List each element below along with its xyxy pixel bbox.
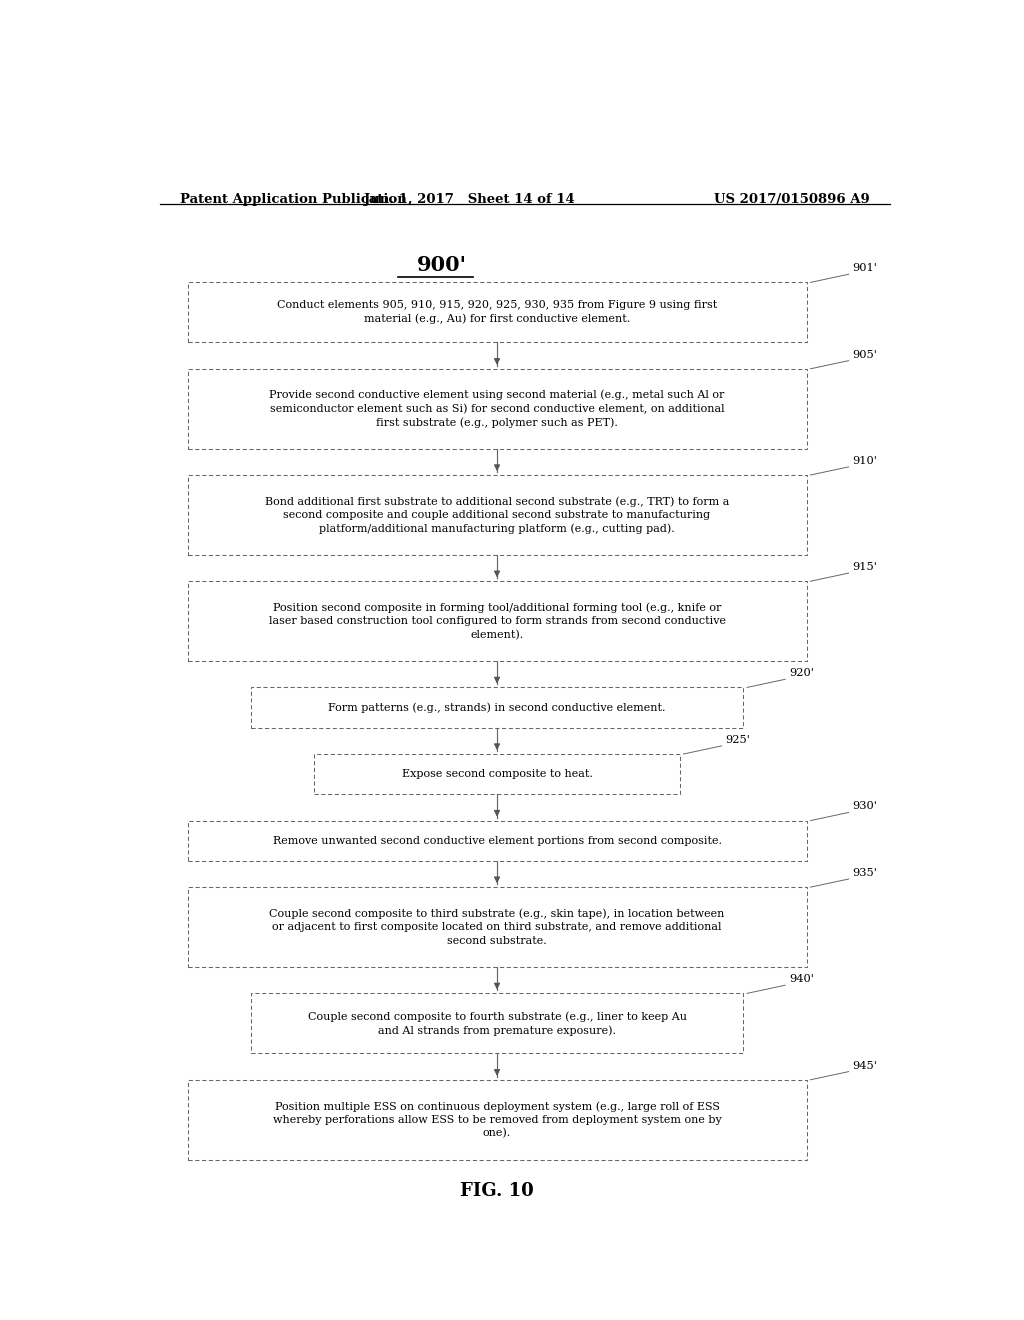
Text: Bond additional first substrate to additional second substrate (e.g., TRT) to fo: Bond additional first substrate to addit… xyxy=(265,496,729,533)
Text: 945': 945' xyxy=(853,1060,878,1071)
Text: 920': 920' xyxy=(790,668,814,678)
Text: Form patterns (e.g., strands) in second conductive element.: Form patterns (e.g., strands) in second … xyxy=(329,702,666,713)
Text: US 2017/0150896 A9: US 2017/0150896 A9 xyxy=(715,193,870,206)
FancyBboxPatch shape xyxy=(187,282,807,342)
Text: Position second composite in forming tool/additional forming tool (e.g., knife o: Position second composite in forming too… xyxy=(268,602,726,640)
Text: 925': 925' xyxy=(726,735,751,744)
FancyBboxPatch shape xyxy=(187,475,807,554)
Text: FIG. 10: FIG. 10 xyxy=(460,1181,534,1200)
Text: Jun. 1, 2017   Sheet 14 of 14: Jun. 1, 2017 Sheet 14 of 14 xyxy=(364,193,574,206)
FancyBboxPatch shape xyxy=(314,754,680,795)
FancyBboxPatch shape xyxy=(187,887,807,968)
Text: Provide second conductive element using second material (e.g., metal such Al or
: Provide second conductive element using … xyxy=(269,389,725,428)
FancyBboxPatch shape xyxy=(187,368,807,449)
Text: 935': 935' xyxy=(853,869,878,878)
Text: 930': 930' xyxy=(853,801,878,812)
Text: Couple second composite to third substrate (e.g., skin tape), in location betwee: Couple second composite to third substra… xyxy=(269,908,725,945)
FancyBboxPatch shape xyxy=(187,821,807,861)
Text: Position multiple ESS on continuous deployment system (e.g., large roll of ESS
w: Position multiple ESS on continuous depl… xyxy=(272,1101,721,1138)
Text: 900': 900' xyxy=(417,255,467,275)
Text: 940': 940' xyxy=(790,974,814,985)
FancyBboxPatch shape xyxy=(187,1080,807,1159)
Text: Conduct elements 905, 910, 915, 920, 925, 930, 935 from Figure 9 using first
mat: Conduct elements 905, 910, 915, 920, 925… xyxy=(276,301,717,325)
Text: 915': 915' xyxy=(853,562,878,572)
Text: 901': 901' xyxy=(853,263,878,273)
Text: Couple second composite to fourth substrate (e.g., liner to keep Au
and Al stran: Couple second composite to fourth substr… xyxy=(307,1011,686,1036)
Text: 910': 910' xyxy=(853,455,878,466)
Text: Expose second composite to heat.: Expose second composite to heat. xyxy=(401,770,593,779)
FancyBboxPatch shape xyxy=(251,994,743,1053)
Text: 905': 905' xyxy=(853,350,878,359)
FancyBboxPatch shape xyxy=(187,581,807,661)
Text: Remove unwanted second conductive element portions from second composite.: Remove unwanted second conductive elemen… xyxy=(272,836,722,846)
Text: Patent Application Publication: Patent Application Publication xyxy=(179,193,407,206)
FancyBboxPatch shape xyxy=(251,688,743,727)
